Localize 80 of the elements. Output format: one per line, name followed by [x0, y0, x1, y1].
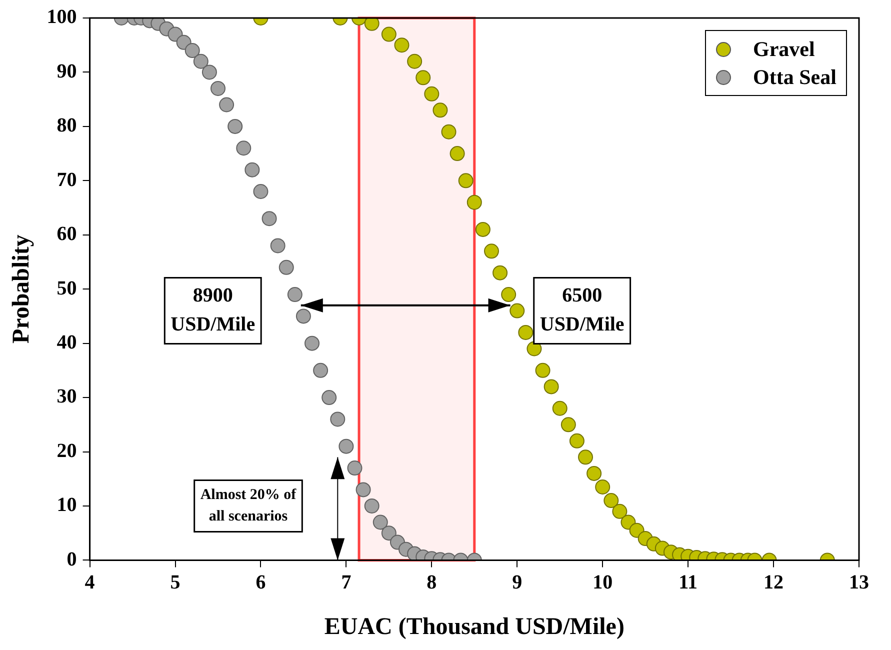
- y-tick-label: 60: [56, 223, 77, 246]
- point: [450, 146, 465, 162]
- y-tick-label: 50: [56, 277, 77, 300]
- point: [492, 265, 508, 280]
- y-tick-label: 100: [46, 6, 77, 28]
- point: [612, 504, 628, 519]
- x-tick-label: 7: [341, 571, 352, 594]
- point: [287, 287, 302, 302]
- y-tick-label: 10: [56, 494, 77, 516]
- point: [432, 102, 448, 118]
- point: [244, 162, 260, 178]
- point: [560, 417, 576, 432]
- point: [313, 362, 328, 378]
- legend-label: Gravel: [753, 36, 815, 62]
- x-tick-label: 12: [764, 571, 784, 594]
- y-tick-label: 30: [56, 386, 77, 408]
- point: [535, 362, 550, 378]
- point: [210, 80, 226, 96]
- point: [270, 238, 286, 254]
- point: [595, 480, 610, 495]
- point: [569, 433, 584, 448]
- point: [372, 514, 388, 530]
- point: [262, 211, 277, 226]
- point: [466, 194, 482, 210]
- point: [364, 18, 380, 31]
- point: [193, 54, 208, 69]
- x-axis-title: EUAC (Thousand USD/Mile): [324, 614, 624, 640]
- point: [278, 260, 294, 275]
- point: [544, 379, 559, 394]
- point: [347, 460, 362, 476]
- point: [578, 450, 594, 465]
- y-tick-label: 0: [66, 548, 77, 570]
- point: [416, 70, 431, 86]
- point: [458, 173, 474, 188]
- point: [364, 498, 380, 514]
- x-tick-label: 8: [426, 571, 437, 594]
- point: [586, 466, 602, 481]
- point: [526, 341, 542, 356]
- point: [441, 124, 456, 140]
- point: [338, 438, 354, 454]
- point: [407, 54, 422, 69]
- point: [304, 336, 320, 351]
- y-axis-title: Probablity: [8, 234, 35, 344]
- point: [552, 400, 568, 416]
- annotation: 6500 USD/Mile: [540, 284, 624, 336]
- x-tick-label: 13: [849, 571, 869, 594]
- point: [510, 303, 525, 318]
- x-tick-label: 11: [678, 571, 698, 594]
- x-tick-label: 5: [170, 571, 180, 594]
- point: [322, 390, 337, 406]
- y-tick-label: 80: [56, 114, 77, 137]
- point: [228, 118, 243, 134]
- point: [424, 86, 440, 102]
- point: [202, 64, 217, 80]
- annotation: Almost 20% of all scenarios: [200, 486, 298, 525]
- legend-label: Otta Seal: [753, 64, 836, 90]
- y-tick-label: 70: [56, 168, 77, 191]
- x-tick-label: 4: [84, 571, 95, 594]
- point: [184, 43, 200, 58]
- point: [501, 287, 516, 302]
- y-tick-label: 20: [56, 440, 77, 462]
- y-tick-label: 90: [56, 60, 77, 82]
- point: [236, 140, 252, 156]
- point: [381, 26, 396, 42]
- point: [604, 493, 619, 508]
- point: [381, 526, 396, 541]
- x-tick-label: 9: [512, 571, 522, 594]
- point: [394, 38, 410, 53]
- point: [253, 184, 268, 200]
- point: [219, 97, 234, 112]
- point: [356, 482, 371, 498]
- point: [484, 244, 499, 259]
- point: [475, 222, 490, 237]
- x-tick-label: 6: [256, 571, 266, 594]
- point: [518, 324, 534, 340]
- point: [330, 412, 346, 427]
- y-tick-label: 40: [56, 331, 77, 354]
- annotation: 8900 USD/Mile: [170, 284, 256, 336]
- point: [296, 308, 311, 324]
- x-tick-label: 10: [592, 571, 613, 594]
